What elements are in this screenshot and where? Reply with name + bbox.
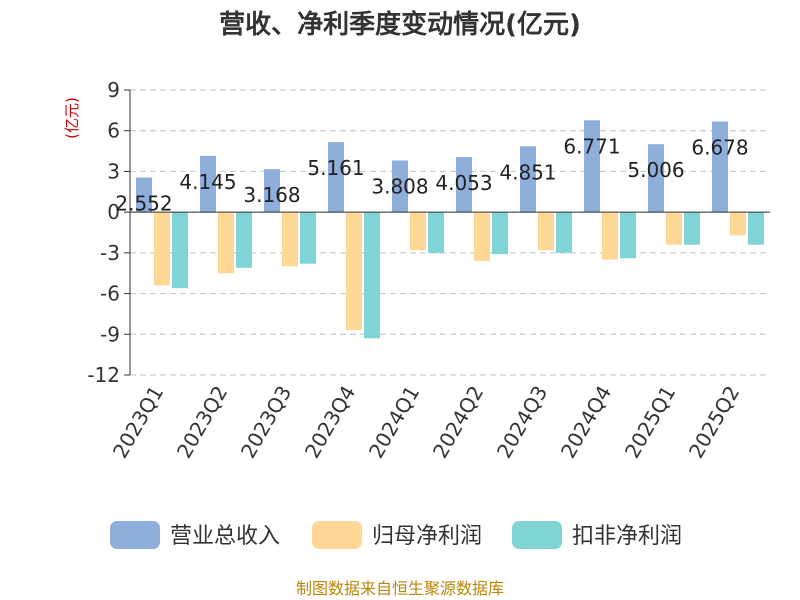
y-tick-label: 9 <box>107 78 120 102</box>
legend: 营业总收入 归母净利润 扣非净利润 <box>110 521 682 549</box>
x-tick-label: 2023Q3 <box>236 382 296 463</box>
y-tick-label: -9 <box>100 322 120 346</box>
bar-net-profit <box>154 212 170 286</box>
data-label: 2.552 <box>115 192 172 216</box>
data-labels: 2.552 4.145 3.168 5.161 3.808 4.053 4.851 6.771… <box>115 134 748 215</box>
bar-deducted-net-profit <box>556 212 572 253</box>
bars <box>136 120 764 339</box>
bar-deducted-net-profit <box>492 212 508 255</box>
data-label: 4.851 <box>499 160 556 184</box>
y-tick-label: -12 <box>87 363 120 387</box>
legend-swatch <box>110 521 160 549</box>
bar-revenue <box>648 144 664 213</box>
y-tick-label: 0 <box>107 200 120 224</box>
y-tick-label: -3 <box>100 241 120 265</box>
bar-deducted-net-profit <box>428 212 444 253</box>
x-tick-label: 2025Q1 <box>620 382 680 463</box>
bar-revenue <box>264 169 280 213</box>
legend-swatch <box>312 521 362 549</box>
bar-deducted-net-profit <box>684 212 700 245</box>
bar-revenue <box>584 120 600 213</box>
bar-net-profit <box>218 212 234 274</box>
data-label: 6.678 <box>691 136 748 160</box>
bar-revenue <box>520 146 536 213</box>
x-tick-label: 2024Q1 <box>364 382 424 463</box>
bar-deducted-net-profit <box>236 212 252 268</box>
x-tick-label: 2023Q4 <box>300 382 360 463</box>
data-label: 4.053 <box>435 171 492 195</box>
source-note: 制图数据来自恒生聚源数据库 <box>296 579 504 598</box>
bar-net-profit <box>410 212 426 251</box>
x-tick-label: 2024Q4 <box>556 382 616 463</box>
bar-deducted-net-profit <box>364 212 380 339</box>
legend-label: 扣非净利润 <box>572 524 682 549</box>
data-label: 5.006 <box>627 158 684 182</box>
y-tick-label: -6 <box>100 282 120 306</box>
bar-revenue <box>328 142 344 213</box>
y-axis-ticks: 9 6 3 0 -3 -6 -9 -12 <box>87 78 130 387</box>
axes <box>129 90 770 375</box>
y-tick-label: 6 <box>107 119 120 143</box>
legend-label: 归母净利润 <box>372 524 482 549</box>
bar-deducted-net-profit <box>300 212 316 264</box>
x-tick-label: 2023Q2 <box>172 382 232 463</box>
data-label: 5.161 <box>307 156 364 180</box>
bar-deducted-net-profit <box>620 212 636 259</box>
bar-revenue <box>200 155 216 213</box>
bar-deducted-net-profit <box>172 212 188 289</box>
legend-label: 营业总收入 <box>170 524 280 549</box>
x-tick-label: 2025Q2 <box>684 382 744 463</box>
bar-net-profit <box>538 212 554 251</box>
bar-revenue <box>712 121 728 213</box>
data-label: 4.145 <box>179 170 236 194</box>
bar-net-profit <box>474 212 490 261</box>
bar-revenue <box>136 177 152 213</box>
x-axis-ticks: 2023Q1 2023Q2 2023Q3 2023Q4 2024Q1 2024Q2 2024… <box>108 382 744 463</box>
data-label: 6.771 <box>563 134 620 158</box>
y-tick-label: 3 <box>107 159 120 183</box>
chart-title: 营收、净利季度变动情况(亿元) <box>219 9 581 40</box>
bar-revenue <box>456 157 472 213</box>
bar-deducted-net-profit <box>748 212 764 245</box>
legend-swatch <box>512 521 562 549</box>
bar-net-profit <box>602 212 618 260</box>
bar-net-profit <box>730 212 746 236</box>
bar-revenue <box>392 160 408 213</box>
bar-net-profit <box>346 212 362 331</box>
data-label: 3.808 <box>371 174 428 198</box>
data-label: 3.168 <box>243 183 300 207</box>
x-tick-label: 2024Q3 <box>492 382 552 463</box>
y-axis-unit-label: (亿元) <box>63 97 81 139</box>
x-tick-label: 2023Q1 <box>108 382 168 463</box>
bar-net-profit <box>666 212 682 245</box>
x-tick-label: 2024Q2 <box>428 382 488 463</box>
bar-net-profit <box>282 212 298 267</box>
